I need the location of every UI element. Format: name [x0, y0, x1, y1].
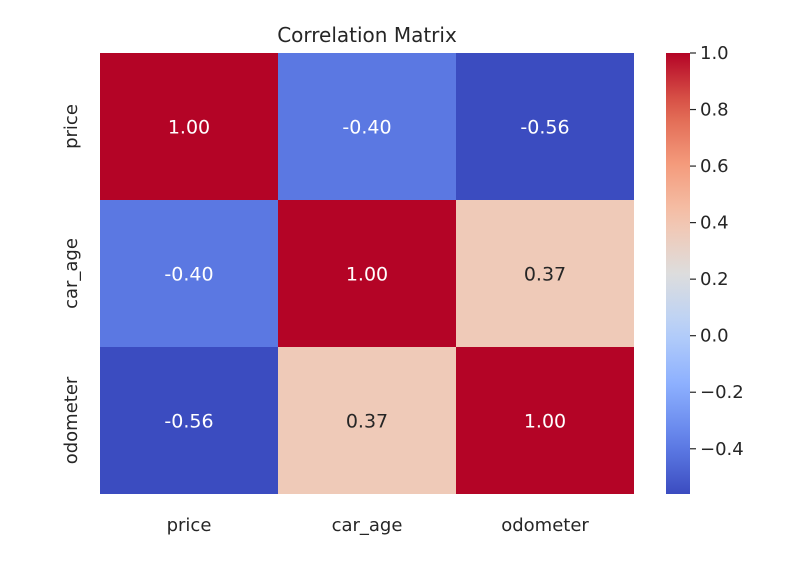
y-tick-label: price — [61, 104, 82, 149]
heatmap-cell-odometer-car_age — [278, 347, 456, 494]
colorbar-gradient — [666, 53, 690, 494]
chart-title: Correlation Matrix — [277, 23, 457, 47]
x-tick-label: odometer — [501, 515, 589, 536]
heatmap-cell-price-price — [100, 53, 278, 200]
cell-value-label: 0.37 — [524, 264, 566, 286]
colorbar-tick-label: −0.4 — [700, 439, 744, 460]
y-axis-ticks: price car_age odometer — [61, 104, 82, 464]
x-tick-label: car_age — [332, 515, 403, 536]
colorbar-tick-label: 0.6 — [700, 156, 729, 177]
heatmap-cell-car_age-price — [100, 200, 278, 347]
heatmap-cell-odometer-price — [100, 347, 278, 494]
colorbar-tick-label: −0.2 — [700, 382, 744, 403]
cell-value-label: -0.40 — [342, 117, 391, 139]
y-tick-label: odometer — [61, 376, 82, 464]
y-tick-label: car_age — [61, 238, 82, 309]
colorbar-tick-label: 0.2 — [700, 269, 729, 290]
colorbar-tick-label: 1.0 — [700, 43, 729, 64]
cell-value-label: -0.56 — [164, 411, 213, 433]
heatmap-cell-price-car_age — [278, 53, 456, 200]
cell-value-label: 1.00 — [524, 411, 566, 433]
x-axis-ticks: price car_age odometer — [167, 515, 590, 536]
colorbar: 1.0 0.8 0.6 0.4 0.2 0.0 −0.2 −0.4 — [666, 43, 744, 494]
heatmap-cell-car_age-odometer — [456, 200, 634, 347]
colorbar-tick-label: 0.8 — [700, 100, 729, 121]
cell-value-label: 1.00 — [168, 117, 210, 139]
heatmap-cell-car_age-car_age — [278, 200, 456, 347]
cell-value-label: 1.00 — [346, 264, 388, 286]
cell-value-label: -0.40 — [164, 264, 213, 286]
cell-value-label: 0.37 — [346, 411, 388, 433]
colorbar-tick-label: 0.0 — [700, 326, 729, 347]
heatmap-cell-price-odometer — [456, 53, 634, 200]
colorbar-tick-label: 0.4 — [700, 213, 729, 234]
heatmap-cell-odometer-odometer — [456, 347, 634, 494]
cell-value-label: -0.56 — [520, 117, 569, 139]
heatmap-cells: 1.00 -0.40 -0.56 -0.40 1.00 0.37 -0.56 0.37 1.00 — [100, 53, 634, 494]
x-tick-label: price — [167, 515, 212, 536]
